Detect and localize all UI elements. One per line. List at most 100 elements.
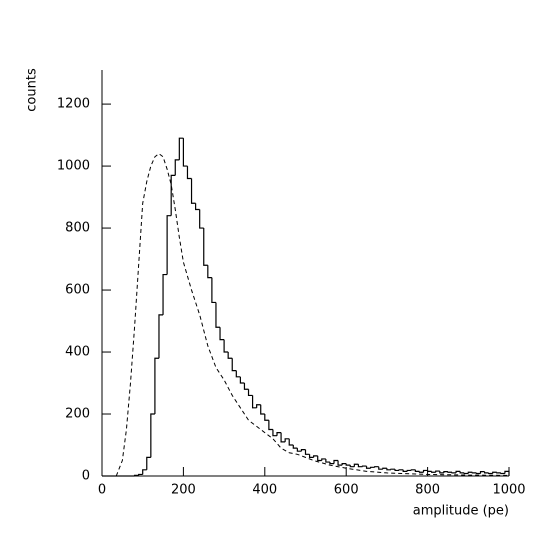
- histogram-bin: [174, 159, 180, 176]
- x-tick-label: 600: [334, 483, 359, 498]
- y-axis-label: counts: [25, 68, 40, 112]
- histogram-bin: [182, 138, 188, 167]
- histogram-bin: [260, 404, 265, 415]
- histogram-bin: [243, 383, 249, 390]
- histogram-bin: [418, 471, 424, 473]
- x-tick-label: 1000: [492, 483, 525, 498]
- histogram-bin: [402, 469, 408, 472]
- histogram-bin: [223, 339, 229, 353]
- histogram-bin: [341, 463, 347, 466]
- histogram-bin: [471, 472, 477, 474]
- histogram-bin: [459, 471, 465, 474]
- histogram-bin: [390, 468, 396, 470]
- histogram-bin: [284, 438, 290, 442]
- histogram-bin: [488, 472, 493, 475]
- histogram-bin: [170, 174, 176, 216]
- x-axis-label: amplitude (pe): [413, 504, 509, 519]
- histogram-bin: [247, 389, 253, 397]
- histogram-bin: [313, 455, 318, 458]
- histogram-bin: [133, 474, 139, 476]
- histogram-bin: [492, 471, 497, 474]
- x-tick-label: 800: [415, 483, 440, 498]
- histogram-bin: [190, 178, 196, 204]
- histogram-bin: [349, 465, 355, 468]
- y-tick-label: 1000: [57, 159, 90, 174]
- histogram-bin: [496, 472, 501, 474]
- histogram-bin: [439, 471, 444, 474]
- y-tick-label: 1200: [57, 97, 90, 112]
- histogram-bin: [467, 471, 473, 474]
- histogram-bin: [386, 468, 391, 471]
- histogram-bin: [146, 456, 151, 470]
- histogram-bin: [353, 463, 359, 467]
- y-tick-label: 600: [65, 283, 90, 298]
- histogram-bin: [500, 472, 505, 475]
- x-tick-label: 200: [171, 483, 196, 498]
- histogram-bin: [325, 458, 330, 463]
- histogram-bin: [178, 137, 184, 160]
- histogram-bin: [321, 458, 326, 461]
- histogram-bin: [288, 438, 294, 446]
- histogram-bin: [219, 327, 225, 341]
- histogram-bin: [235, 370, 241, 378]
- histogram-bin: [447, 471, 453, 473]
- histogram-bin: [199, 209, 204, 229]
- histogram-bin: [166, 215, 172, 275]
- histogram-bin: [239, 376, 245, 384]
- histogram-bin: [268, 420, 273, 431]
- histogram-bin: [479, 471, 485, 474]
- histogram-bin: [422, 469, 428, 473]
- histogram-bin: [203, 228, 208, 266]
- histogram-bin: [427, 470, 432, 472]
- histogram-bin: [382, 467, 387, 470]
- histogram-bin: [186, 166, 192, 180]
- histogram-bin: [251, 395, 257, 409]
- histogram-bin: [162, 273, 168, 315]
- histogram-bin: [361, 465, 367, 467]
- dashed-curve: [115, 153, 510, 477]
- histogram-bin: [365, 466, 371, 469]
- histogram-bin: [272, 429, 278, 437]
- histogram-bin: [195, 203, 200, 211]
- histogram-bin: [435, 470, 440, 473]
- histogram-bin: [357, 464, 363, 468]
- histogram-bin: [370, 466, 375, 469]
- histogram-bin: [150, 413, 155, 458]
- histogram-bin: [443, 471, 448, 473]
- histogram-bin: [483, 471, 489, 474]
- histogram-bin: [406, 469, 412, 472]
- histogram-bin: [475, 472, 481, 475]
- x-tick-label: 0: [98, 483, 106, 498]
- histogram-bin: [256, 404, 261, 408]
- histogram-bin: [333, 459, 339, 464]
- histogram-bin: [451, 472, 457, 474]
- histogram-bin: [300, 449, 306, 452]
- histogram-bin: [410, 469, 416, 471]
- histogram-bin: [231, 358, 237, 372]
- histogram-bin: [337, 460, 343, 466]
- y-tick-label: 800: [65, 221, 90, 236]
- histogram-bin: [292, 445, 298, 449]
- y-tick-label: 0: [82, 469, 90, 484]
- histogram-bin: [431, 471, 436, 473]
- y-tick-label: 400: [65, 345, 90, 360]
- histogram-bin: [296, 448, 302, 452]
- histogram-bin: [280, 432, 286, 443]
- histogram-bin: [345, 463, 351, 466]
- histogram-bin: [414, 469, 420, 472]
- histogram-bin: [227, 352, 233, 359]
- histogram-bin: [394, 469, 400, 472]
- x-tick-label: 400: [252, 483, 277, 498]
- histogram-bin: [264, 414, 269, 421]
- histogram-bin: [154, 357, 159, 415]
- histogram-bin: [142, 469, 147, 475]
- histogram-bin: [308, 454, 314, 459]
- histogram-bin: [374, 466, 379, 468]
- histogram-bin: [276, 432, 282, 436]
- histogram-bin: [378, 466, 383, 470]
- histogram-bin: [158, 314, 164, 359]
- histogram-bin: [215, 302, 221, 328]
- histogram-bin: [317, 455, 322, 462]
- histogram-bin: [455, 470, 461, 473]
- histogram-bin: [463, 472, 469, 475]
